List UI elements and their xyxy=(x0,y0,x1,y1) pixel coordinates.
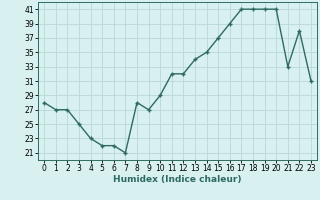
X-axis label: Humidex (Indice chaleur): Humidex (Indice chaleur) xyxy=(113,175,242,184)
